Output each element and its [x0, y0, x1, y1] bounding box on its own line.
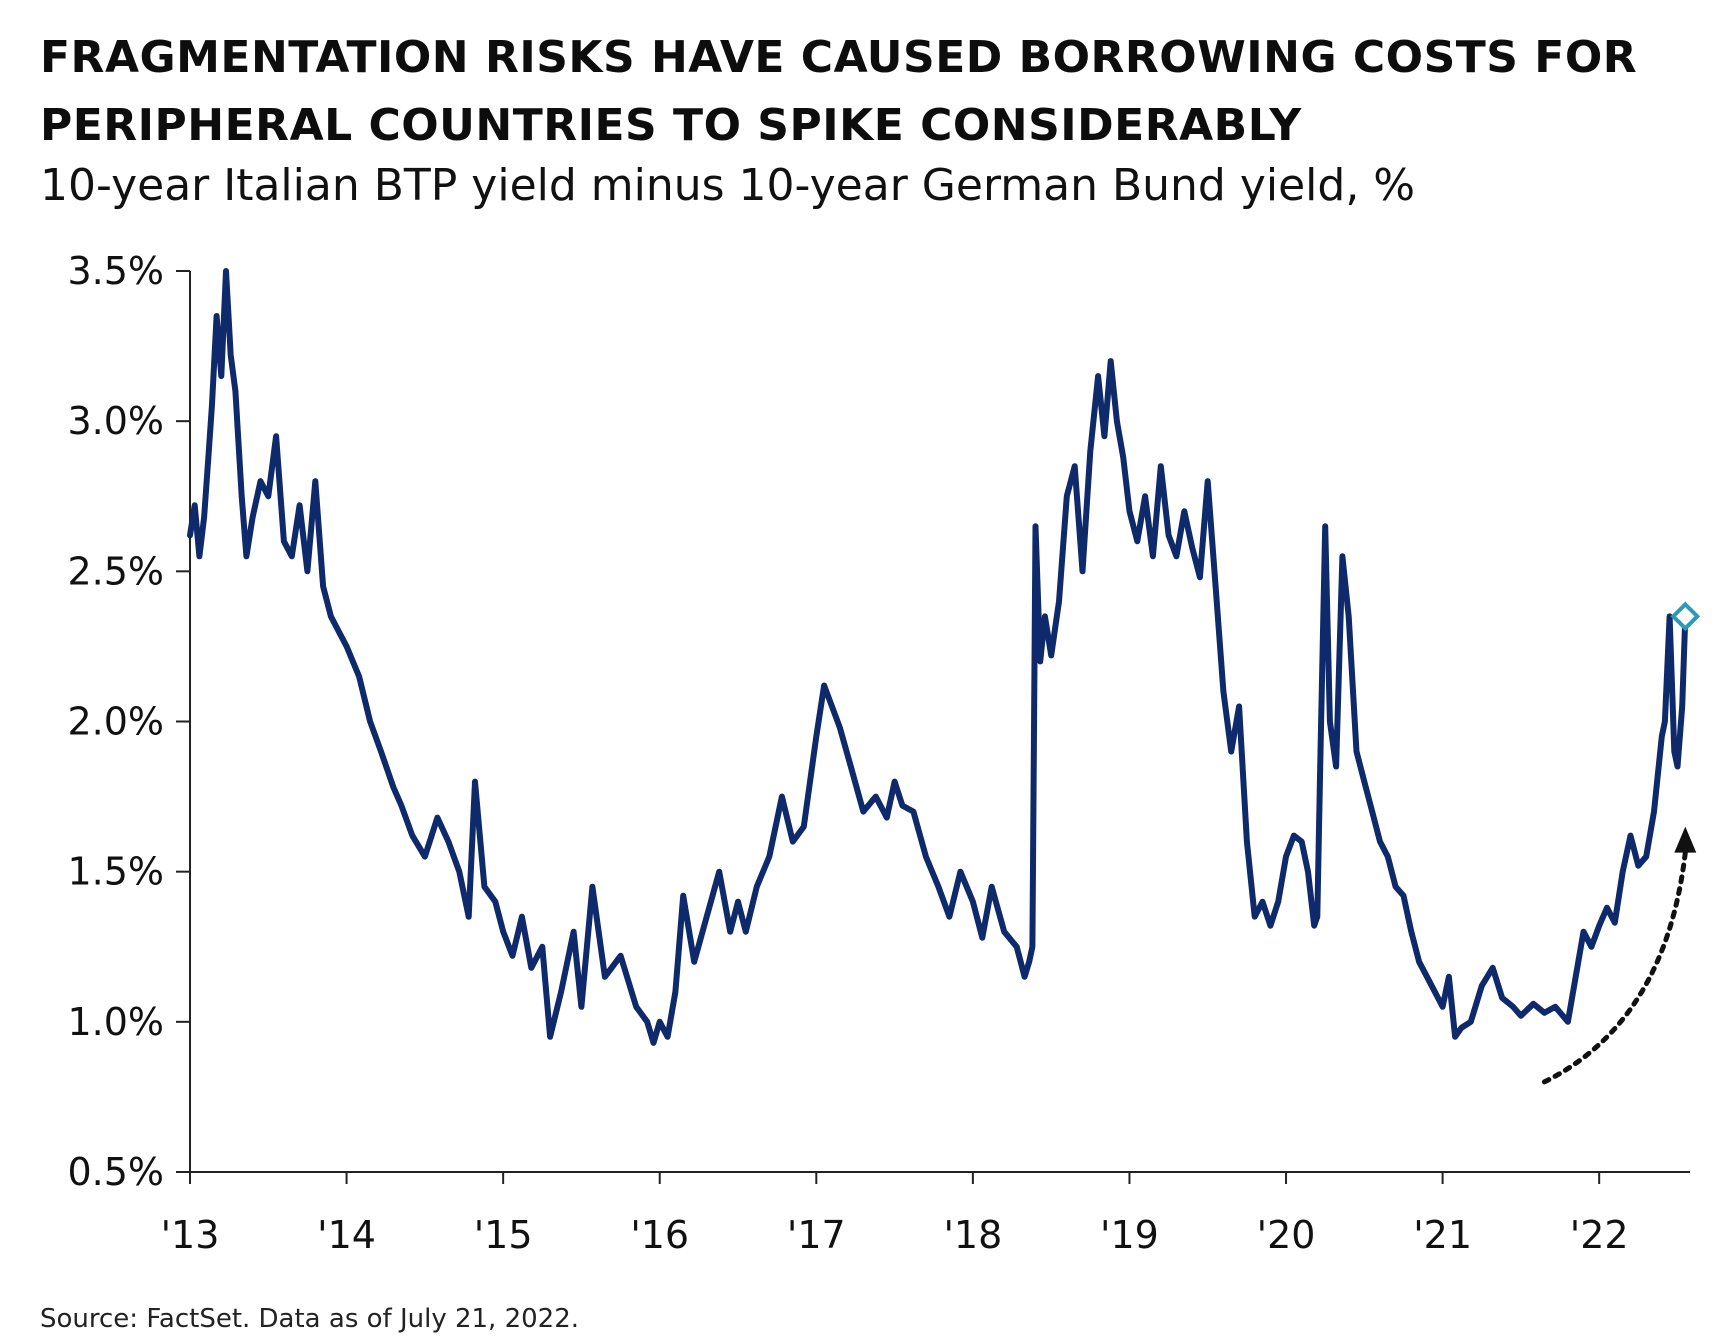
- latest-value-marker: [1670, 601, 1701, 632]
- x-tick-label: '13: [161, 1213, 220, 1257]
- y-tick-label: 3.5%: [67, 249, 164, 293]
- trend-arrow-head: [1674, 826, 1697, 853]
- x-tick-label: '14: [317, 1213, 376, 1257]
- x-tick-label: '19: [1100, 1213, 1159, 1257]
- y-tick-label: 1.0%: [67, 1000, 164, 1044]
- x-tick-label: '17: [787, 1213, 846, 1257]
- y-tick-label: 3.0%: [67, 399, 164, 443]
- chart-title-line-2: PERIPHERAL COUNTRIES TO SPIKE CONSIDERAB…: [40, 100, 1302, 151]
- y-tick-label: 2.5%: [67, 549, 164, 593]
- x-tick-label: '15: [474, 1213, 533, 1257]
- y-tick-label: 0.5%: [67, 1150, 164, 1194]
- x-tick-label: '18: [943, 1213, 1002, 1257]
- source-note: Source: FactSet. Data as of July 21, 202…: [40, 1304, 580, 1334]
- y-tick-label: 1.5%: [67, 850, 164, 894]
- y-tick-label: 2.0%: [67, 700, 164, 744]
- trend-arrow: [1541, 850, 1688, 1085]
- x-tick-label: '16: [630, 1213, 689, 1257]
- chart-subtitle: 10-year Italian BTP yield minus 10-year …: [40, 160, 1416, 211]
- chart-title: FRAGMENTATION RISKS HAVE CAUSED BORROWIN…: [40, 24, 1680, 160]
- x-tick-label: '20: [1257, 1213, 1316, 1257]
- chart-title-line-1: FRAGMENTATION RISKS HAVE CAUSED BORROWIN…: [40, 32, 1638, 83]
- x-tick-label: '21: [1413, 1213, 1472, 1257]
- series-line: [187, 268, 1689, 1046]
- x-tick-label: '22: [1570, 1213, 1629, 1257]
